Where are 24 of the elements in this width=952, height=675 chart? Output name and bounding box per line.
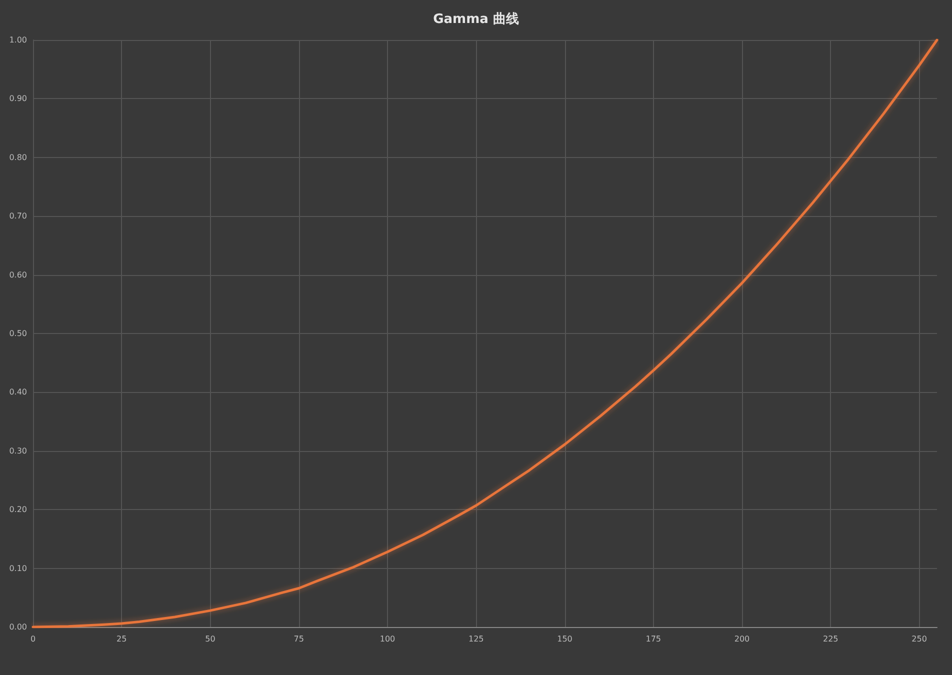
- y-tick-label: 0.90: [9, 94, 27, 104]
- y-tick-label: 0.00: [9, 622, 27, 632]
- y-tick-label: 0.40: [9, 388, 27, 397]
- x-tick-label: 0: [30, 634, 36, 644]
- x-tick-label: 150: [557, 634, 572, 644]
- chart-title: Gamma 曲线: [433, 12, 519, 27]
- x-tick-label: 75: [294, 634, 304, 644]
- y-tick-label: 0.60: [9, 270, 27, 280]
- x-tick-label: 225: [823, 634, 838, 644]
- y-tick-label: 0.70: [9, 212, 27, 221]
- x-tick-label: 50: [205, 634, 216, 644]
- y-tick-label: 0.30: [9, 446, 27, 456]
- x-tick-label: 200: [734, 634, 750, 644]
- x-tick-label: 250: [912, 634, 927, 644]
- y-tick-label: 0.50: [9, 329, 27, 338]
- y-tick-label: 0.80: [9, 152, 27, 162]
- x-tick-label: 175: [646, 634, 662, 644]
- y-tick-label: 0.10: [9, 564, 27, 573]
- y-tick-label: 1.00: [9, 36, 27, 44]
- line-series: [32, 38, 938, 628]
- y-tick-label: 0.20: [9, 505, 27, 514]
- x-tick-label: 100: [380, 634, 396, 644]
- x-tick-label: 25: [116, 634, 127, 644]
- x-tick-label: 125: [468, 634, 484, 644]
